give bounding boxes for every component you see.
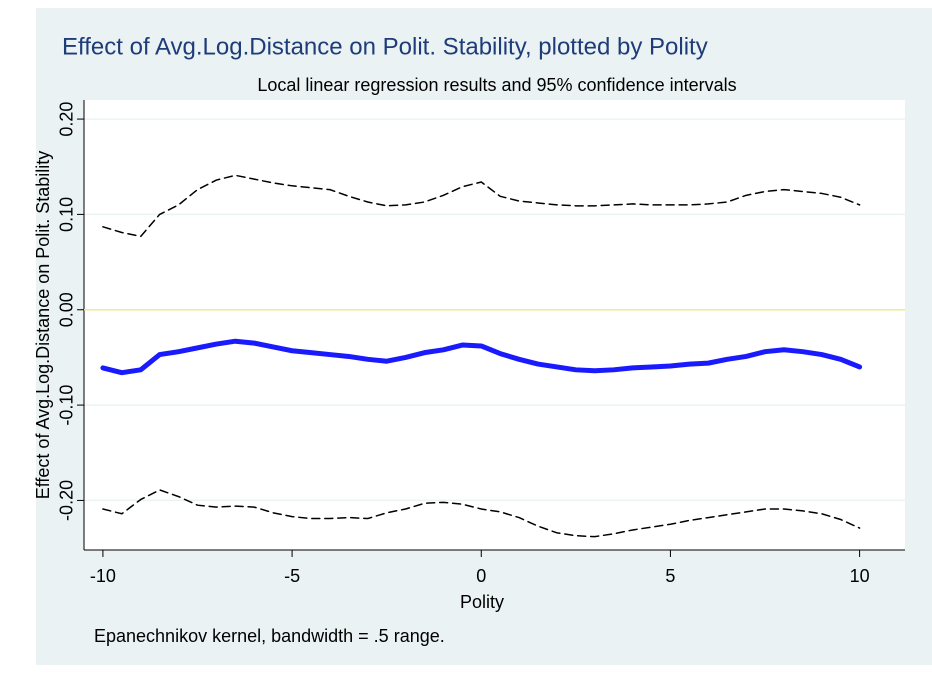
y-tick-label: -0.10 — [57, 385, 77, 426]
plot-area — [84, 100, 905, 550]
x-axis-title: Polity — [460, 592, 504, 612]
series-line — [100, 338, 863, 376]
y-axis-title: Effect of Avg.Log.Distance on Polit. Sta… — [33, 151, 53, 500]
x-tick-label: -10 — [90, 566, 116, 586]
x-tick-label: 5 — [665, 566, 675, 586]
x-tick-label: 0 — [476, 566, 486, 586]
note: Epanechnikov kernel, bandwidth = .5 rang… — [94, 626, 445, 646]
y-tick-label: 0.00 — [57, 292, 77, 327]
y-tick-label: -0.20 — [57, 480, 77, 521]
y-tick-label: 0.10 — [57, 197, 77, 232]
x-tick-label: 10 — [850, 566, 870, 586]
series-line — [102, 489, 861, 538]
x-tick-label: -5 — [284, 566, 300, 586]
chart-subtitle: Local linear regression results and 95% … — [257, 75, 736, 95]
series-line — [102, 174, 861, 238]
chart-title: Effect of Avg.Log.Distance on Polit. Sta… — [62, 33, 708, 60]
y-tick-label: 0.20 — [57, 102, 77, 137]
